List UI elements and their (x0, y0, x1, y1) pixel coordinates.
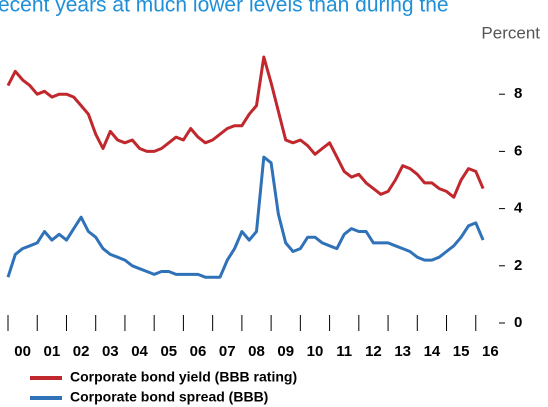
x-tick-label: 02 (73, 343, 90, 360)
y-tick-label: 4 (514, 200, 523, 217)
x-tick-label: 16 (482, 343, 499, 360)
y-tick-label: 2 (514, 257, 522, 274)
x-tick-label: 10 (307, 343, 324, 360)
unit-label: Percent (481, 23, 540, 42)
x-tick-label: 13 (394, 343, 411, 360)
legend-label: Corporate bond spread (BBB) (70, 389, 268, 405)
x-tick-label: 14 (424, 343, 441, 360)
x-tick-label: 04 (131, 343, 148, 360)
x-tick-label: 11 (336, 343, 352, 360)
y-tick-label: 8 (514, 85, 522, 102)
chart-title: ecent years at much lower levels than du… (0, 0, 449, 17)
legend-label: Corporate bond yield (BBB rating) (70, 369, 297, 385)
x-tick-label: 05 (160, 343, 177, 360)
x-tick-label: 01 (44, 343, 61, 360)
x-tick-label: 00 (14, 343, 31, 360)
x-tick-label: 03 (102, 343, 119, 360)
x-tick-label: 15 (453, 343, 470, 360)
x-tick-label: 08 (248, 343, 265, 360)
series-line (6, 55, 485, 199)
x-tick-label: 09 (277, 343, 294, 360)
series-line (6, 155, 485, 279)
x-tick-label: 12 (365, 343, 382, 360)
x-tick-label: 06 (190, 343, 207, 360)
y-tick-label: 6 (514, 142, 522, 159)
x-tick-label: 07 (219, 343, 236, 360)
y-tick-label: 0 (514, 314, 522, 331)
